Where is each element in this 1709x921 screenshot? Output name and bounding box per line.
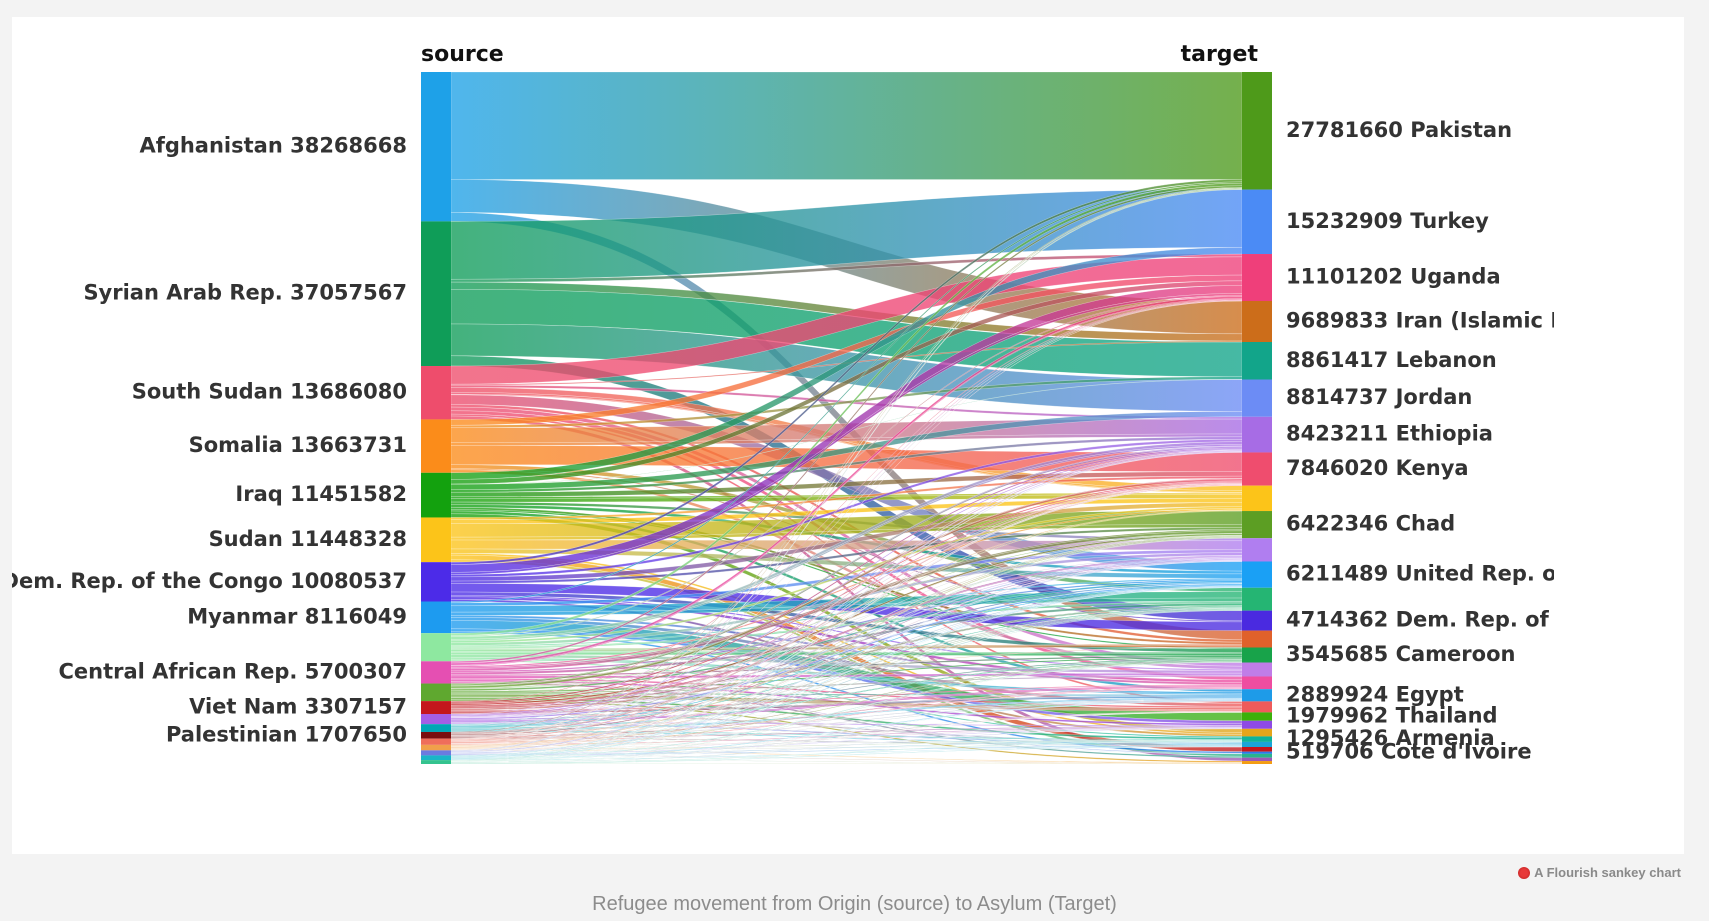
target-node-label: 9689833 Iran (Islamic Re (1286, 309, 1581, 333)
target-node[interactable] (1242, 416, 1272, 453)
source-node[interactable] (421, 744, 451, 751)
source-node[interactable] (421, 661, 451, 684)
target-node[interactable] (1242, 379, 1272, 417)
target-node-label: 8861417 Lebanon (1286, 348, 1497, 372)
target-node-label: 8814737 Jordan (1286, 385, 1472, 409)
target-node-label: 11101202 Uganda (1286, 265, 1501, 289)
source-node-label: Central African Rep. 5700307 (58, 659, 407, 683)
target-node-label: 4714362 Dem. Rep. of th (1286, 608, 1581, 632)
source-node[interactable] (421, 601, 451, 634)
target-node-label: 519706 Cote d'Ivoire (1286, 740, 1532, 764)
target-node[interactable] (1242, 538, 1272, 562)
source-node-label: Afghanistan 38268668 (139, 134, 407, 158)
source-node[interactable] (421, 366, 451, 420)
target-node-label: 27781660 Pakistan (1286, 118, 1512, 142)
source-node[interactable] (421, 714, 451, 725)
source-node-label: Viet Nam 3307157 (189, 695, 407, 719)
flourish-logo-icon (1518, 866, 1531, 879)
source-node[interactable] (421, 731, 451, 739)
target-node-label: 1979962 Thailand (1286, 704, 1498, 728)
target-node[interactable] (1242, 712, 1272, 721)
target-node[interactable] (1242, 689, 1272, 702)
target-node[interactable] (1242, 610, 1272, 631)
target-node[interactable] (1242, 189, 1272, 255)
source-node-label: Dem. Rep. of the Congo 10080537 (12, 569, 407, 593)
source-node[interactable] (421, 221, 451, 367)
source-node[interactable] (421, 72, 451, 222)
target-node[interactable] (1242, 720, 1272, 729)
target-node[interactable] (1242, 728, 1272, 737)
target-node-label: 2889924 Egypt (1286, 682, 1464, 706)
target-node[interactable] (1242, 452, 1272, 486)
target-node[interactable] (1242, 72, 1272, 190)
source-node[interactable] (421, 517, 451, 563)
target-node-label: 6211489 United Rep. of T (1286, 562, 1588, 586)
flourish-credit[interactable]: A Flourish sankey chart (1518, 865, 1681, 880)
source-node[interactable] (421, 472, 451, 518)
target-node[interactable] (1242, 342, 1272, 380)
target-node[interactable] (1242, 662, 1272, 677)
sankey-links (450, 71, 1243, 765)
source-node[interactable] (421, 750, 451, 756)
target-node[interactable] (1242, 701, 1272, 713)
source-node[interactable] (421, 760, 451, 764)
source-node-label: Sudan 11448328 (209, 527, 407, 551)
source-node[interactable] (421, 633, 451, 662)
target-node-label: 3545685 Cameroon (1286, 642, 1515, 666)
target-node-label: 1295426 Armenia (1286, 726, 1495, 750)
source-node[interactable] (421, 724, 451, 732)
target-node[interactable] (1242, 300, 1272, 343)
source-node-label: Iraq 11451582 (235, 482, 407, 506)
sankey-labels: Afghanistan 38268668 Syrian Arab Rep. 370… (12, 118, 1588, 764)
target-node[interactable] (1242, 485, 1272, 512)
target-node-label: 8423211 Ethiopia (1286, 422, 1493, 446)
source-node-label: South Sudan 13686080 (132, 380, 407, 404)
target-node[interactable] (1242, 676, 1272, 690)
target-header: target (1181, 42, 1259, 67)
source-node[interactable] (421, 683, 451, 702)
target-node[interactable] (1242, 511, 1272, 539)
target-node[interactable] (1242, 736, 1272, 742)
source-node[interactable] (421, 562, 451, 602)
chart-card: Afghanistan 38268668 Syrian Arab Rep. 370… (12, 17, 1684, 854)
target-node-label: 7846020 Kenya (1286, 456, 1469, 480)
source-node-label: Somalia 13663731 (189, 433, 407, 457)
target-node[interactable] (1242, 630, 1272, 648)
target-node-label: 15232909 Turkey (1286, 209, 1489, 233)
source-node[interactable] (421, 701, 451, 715)
target-node[interactable] (1242, 561, 1272, 588)
target-node-label: 6422346 Chad (1286, 512, 1455, 536)
source-header: source (421, 42, 504, 67)
source-node-label: Myanmar 8116049 (187, 604, 407, 628)
source-node-label: Syrian Arab Rep. 37057567 (83, 281, 407, 305)
target-node[interactable] (1242, 753, 1272, 758)
target-node[interactable] (1242, 647, 1272, 663)
sankey-nodes (421, 72, 1272, 764)
source-node[interactable] (421, 419, 451, 473)
chart-caption: Refugee movement from Origin (source) to… (592, 893, 1117, 915)
credit-text: A Flourish sankey chart (1534, 865, 1681, 880)
target-node[interactable] (1242, 746, 1272, 752)
source-node[interactable] (421, 738, 451, 745)
target-node[interactable] (1242, 587, 1272, 611)
target-node[interactable] (1242, 757, 1272, 762)
target-node[interactable] (1242, 751, 1272, 754)
target-node[interactable] (1242, 741, 1272, 747)
sankey-chart: Afghanistan 38268668 Syrian Arab Rep. 370… (12, 42, 1588, 765)
target-node[interactable] (1242, 761, 1272, 764)
source-node-label: Palestinian 1707650 (166, 722, 407, 746)
source-node[interactable] (421, 755, 451, 761)
sankey-link[interactable] (450, 71, 1243, 180)
target-node[interactable] (1242, 254, 1272, 301)
